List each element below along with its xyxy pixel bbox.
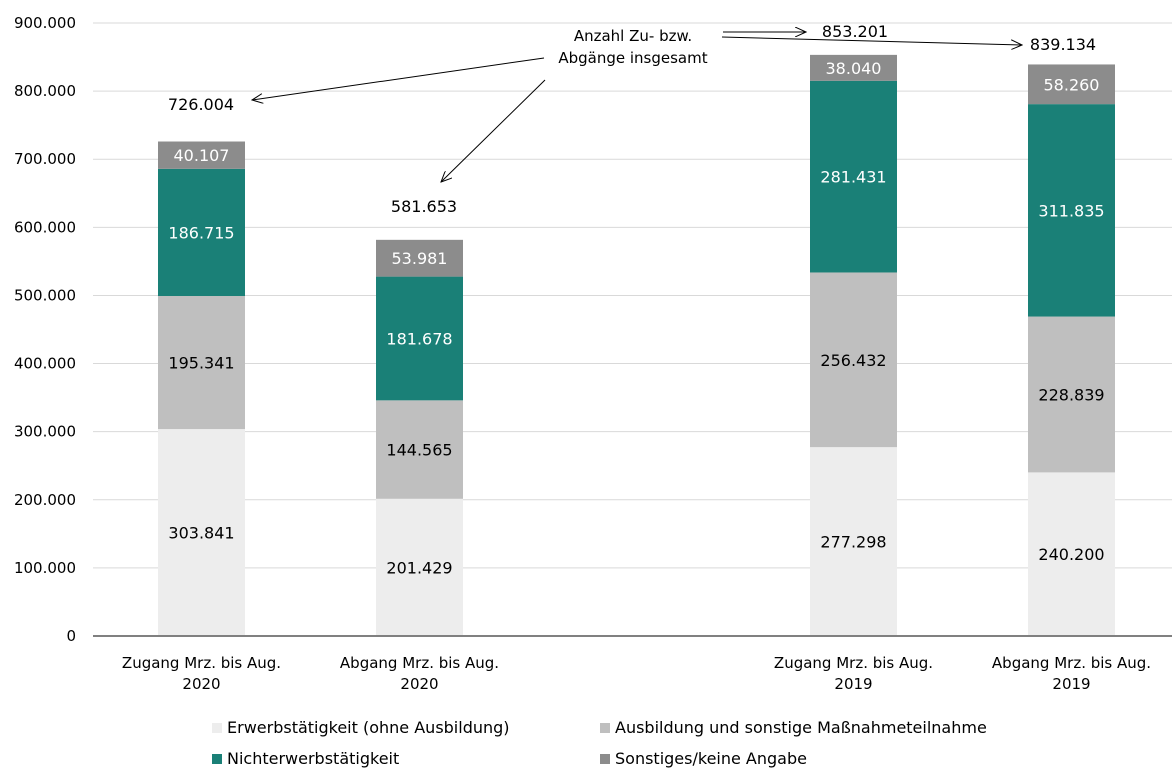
segment-value-label: 256.432 [820, 351, 886, 370]
legend: Erwerbstätigkeit (ohne Ausbildung) Ausbi… [212, 716, 1072, 768]
segment-value-label: 40.107 [174, 146, 230, 165]
legend-item-ausbildung: Ausbildung und sonstige Maßnahmeteilnahm… [600, 718, 987, 737]
category-label: 2019 [834, 675, 872, 693]
legend-label: Erwerbstätigkeit (ohne Ausbildung) [227, 718, 510, 737]
annotation-text: Anzahl Zu- bzw. [574, 27, 692, 45]
category-label: Abgang Mrz. bis Aug. [992, 654, 1151, 672]
y-tick-label: 600.000 [14, 218, 76, 236]
annotation-arrow [441, 79, 546, 182]
segment-value-label: 281.431 [820, 168, 886, 187]
category-label: 2020 [182, 675, 220, 693]
legend-swatch [600, 722, 610, 733]
legend-item-nichterwerb: Nichterwerbstätigkeit [212, 749, 399, 768]
y-tick-label: 0 [66, 627, 76, 645]
annotation-arrow [252, 57, 545, 100]
bar-segment [1028, 64, 1115, 105]
segment-value-label: 181.678 [386, 329, 452, 348]
legend-label: Sonstiges/keine Angabe [615, 749, 807, 768]
legend-item-sonstiges: Sonstiges/keine Angabe [600, 749, 807, 768]
y-tick-label: 100.000 [14, 559, 76, 577]
legend-swatch [600, 753, 610, 764]
total-label: 726.004 [168, 95, 234, 114]
y-tick-label: 900.000 [14, 14, 76, 32]
segment-value-label: 195.341 [168, 354, 234, 373]
y-tick-label: 700.000 [14, 150, 76, 168]
category-label: Zugang Mrz. bis Aug. [774, 654, 933, 672]
bar-segment [376, 239, 463, 277]
segment-value-label: 58.260 [1044, 75, 1100, 94]
y-tick-label: 500.000 [14, 286, 76, 304]
segment-value-label: 240.200 [1038, 545, 1104, 564]
bar-segment [158, 296, 245, 430]
x-axis-categories: Zugang Mrz. bis Aug. 2020 Abgang Mrz. bis … [122, 654, 1151, 693]
segment-value-label: 311.835 [1038, 201, 1104, 220]
bar-segment [1028, 104, 1115, 317]
legend-swatch [212, 722, 222, 733]
bar-segment [376, 276, 463, 401]
category-label: Abgang Mrz. bis Aug. [340, 654, 499, 672]
total-label: 581.653 [391, 197, 457, 216]
bar-segment [1028, 316, 1115, 473]
gridlines [93, 22, 1172, 569]
annotation-text: Abgänge insgesamt [558, 49, 707, 67]
stacked-bar-chart: 0 100.000 200.000 300.000 400.000 500.000 600.… [14, 14, 1172, 693]
bar-segment [158, 168, 245, 297]
legend-item-erwerb: Erwerbstätigkeit (ohne Ausbildung) [212, 718, 510, 737]
segment-labels: 303.841 195.341 186.715 40.107 201.429 144.56… [168, 59, 1104, 578]
y-tick-label: 800.000 [14, 82, 76, 100]
segment-value-label: 303.841 [168, 524, 234, 543]
annotation-arrow [721, 36, 1022, 45]
y-tick-label: 200.000 [14, 491, 76, 509]
annotation: Anzahl Zu- bzw. Abgänge insgesamt [252, 27, 1022, 182]
category-label: Zugang Mrz. bis Aug. [122, 654, 281, 672]
segment-value-label: 228.839 [1038, 385, 1104, 404]
total-label: 853.201 [822, 22, 888, 41]
total-label: 839.134 [1030, 35, 1096, 54]
bar-segment [376, 498, 463, 636]
legend-label: Ausbildung und sonstige Maßnahmeteilnahm… [615, 718, 987, 737]
category-label: 2020 [400, 675, 438, 693]
bar-segment [810, 447, 897, 636]
y-axis-ticks: 0 100.000 200.000 300.000 400.000 500.000 600.… [14, 14, 76, 645]
y-tick-label: 300.000 [14, 423, 76, 441]
segment-value-label: 38.040 [826, 59, 882, 78]
legend-label: Nichterwerbstätigkeit [227, 749, 400, 768]
bar-segment [810, 272, 897, 448]
bar-segment [158, 141, 245, 169]
category-label: 2019 [1052, 675, 1090, 693]
total-labels: 726.004 581.653 853.201 839.134 [168, 22, 1096, 216]
bar-segment [1028, 472, 1115, 636]
legend-swatch [212, 753, 222, 764]
segment-value-label: 277.298 [820, 533, 886, 552]
segment-value-label: 53.981 [392, 249, 448, 268]
segment-value-label: 186.715 [168, 223, 234, 242]
segment-value-label: 144.565 [386, 441, 452, 460]
y-tick-label: 400.000 [14, 355, 76, 373]
bar-segment [376, 400, 463, 499]
bar-segment [158, 429, 245, 636]
bar-segment [810, 80, 897, 273]
segment-value-label: 201.429 [386, 558, 452, 577]
bars [158, 54, 1115, 636]
bar-segment [810, 54, 897, 81]
